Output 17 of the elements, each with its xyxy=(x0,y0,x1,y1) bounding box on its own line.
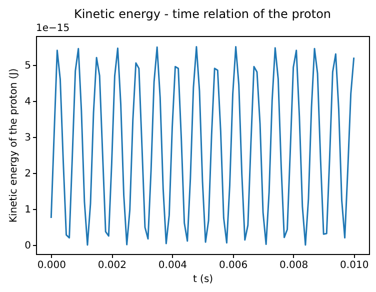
x-tick-label: 0.002 xyxy=(98,260,126,271)
y-tick-label: 3 xyxy=(24,132,31,144)
y-axis-title: Kinetic energy of the proton (J) xyxy=(8,68,20,223)
x-axis-title: t (s) xyxy=(192,274,214,285)
y-tick-label: 4 xyxy=(24,96,31,108)
x-tick-label: 0.004 xyxy=(158,260,188,271)
chart-title: Kinetic energy - time relation of the proton xyxy=(74,7,332,21)
y-tick-label: 0 xyxy=(24,240,31,252)
y-tick-label: 1 xyxy=(24,204,31,216)
line-series xyxy=(50,46,355,246)
x-tick-label: 0.010 xyxy=(340,260,369,271)
y-tick-label: 2 xyxy=(24,168,31,180)
x-tick-label: 0.008 xyxy=(280,260,308,271)
text: 1e−15 xyxy=(36,23,70,34)
x-tick-label: 0.000 xyxy=(37,260,66,271)
x-tick-label: 0.006 xyxy=(218,260,248,271)
y-tick-label: 5 xyxy=(24,60,31,72)
